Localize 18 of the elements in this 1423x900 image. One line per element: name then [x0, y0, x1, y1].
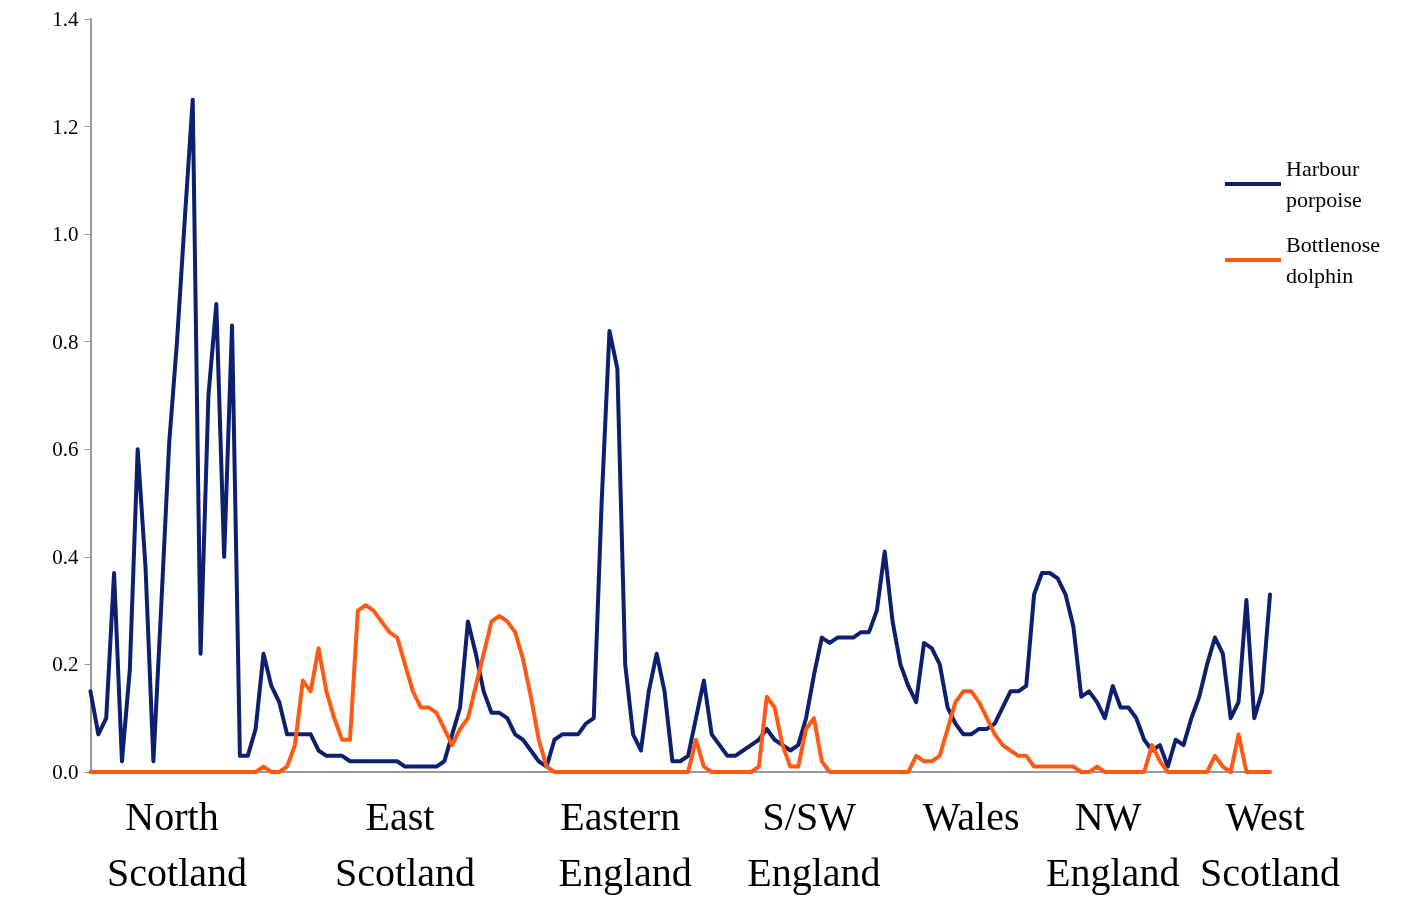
y-tick-label: 0.0 [52, 760, 79, 784]
x-tick-label: West Scotland [1200, 793, 1340, 895]
y-tick-label: 0.2 [52, 652, 79, 677]
y-tick-label: 0.4 [52, 544, 79, 569]
x-tick-label: NW England [1046, 793, 1180, 895]
y-tick-label: 1.0 [52, 222, 79, 247]
x-tick-label: East Scotland [335, 793, 476, 895]
x-tick-label: North Scotland [107, 793, 247, 895]
x-tick-label: Eastern England [558, 793, 692, 895]
x-tick-label: Wales [922, 793, 1020, 839]
line-series [88, 97, 1272, 769]
y-tick-label: 1.2 [52, 114, 79, 139]
legend-label: Harbour porpoise [1286, 156, 1365, 212]
y-tick-label: 0.6 [52, 437, 79, 462]
legend-label: Bottlenose dolphin [1286, 232, 1386, 288]
y-tick-label: 1.4 [52, 7, 79, 31]
x-tick-label: S/SW England [747, 793, 881, 895]
y-tick-label: 0.8 [52, 329, 79, 354]
